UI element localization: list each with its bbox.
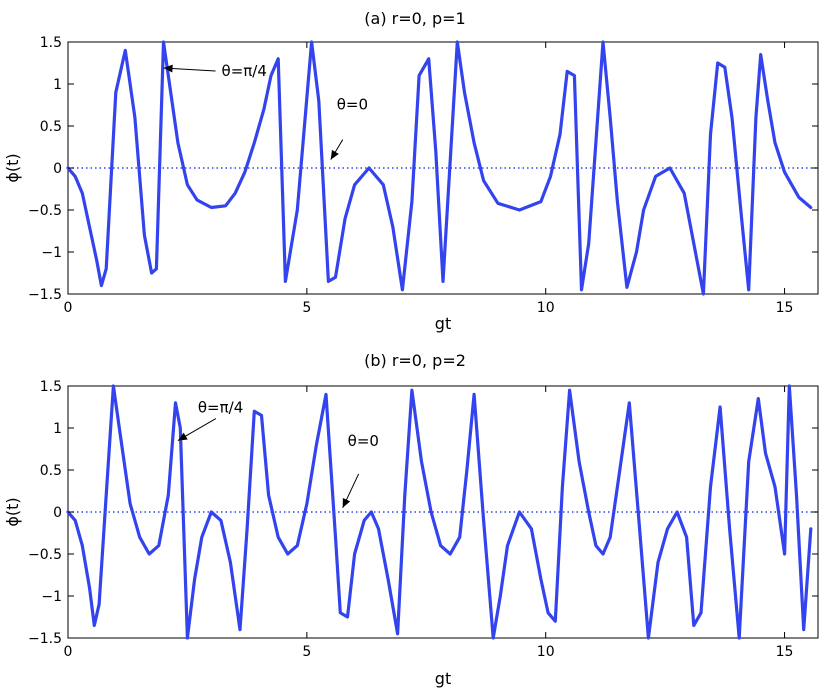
panel-b-annotation-arrowhead	[177, 432, 188, 441]
panel-a-ytick-label: −1	[41, 245, 62, 261]
panel-a-annotation-label: θ=π/4	[222, 62, 267, 80]
panel-a-annotation-arrowhead	[330, 149, 339, 160]
panel-b-ytick-label: 0.5	[40, 463, 62, 479]
panel-a-annotation-arrowhead	[163, 64, 173, 73]
panel-a-annotation-label: θ=0	[337, 96, 368, 114]
panel-b-xticks: 0 5 10 15	[64, 386, 794, 660]
panel-b-ylabel: ϕ(t)	[3, 497, 22, 526]
panel-a-ylabel: ϕ(t)	[3, 153, 22, 182]
panel-b-xtick-label: 15	[776, 644, 794, 660]
panel-b-ytick-label: 1	[53, 421, 62, 437]
panel-a-theta-pi4-series-line	[66, 40, 813, 296]
panel-b-ytick-label: 1.5	[40, 379, 62, 395]
panel-b-annotation-label: θ=0	[348, 432, 379, 450]
panel-b-ytick-label: −0.5	[28, 547, 62, 563]
panel-a: (a) r=0, p=1 0 5 10 15 −1.5 −1 −0.5 0 0.5 1 1.5 g…	[3, 9, 819, 333]
panel-b-series-layer	[66, 384, 818, 640]
panel-b: (b) r=0, p=2 0 5 10 15 −1.5 −1 −0.5 0 0.5 1 1.5 g…	[3, 351, 819, 688]
panel-a-annotations: θ=π/4 θ=0	[163, 62, 368, 160]
panel-b-xtick-label: 5	[302, 644, 311, 660]
panel-b-yticks: −1.5 −1 −0.5 0 0.5 1 1.5	[28, 379, 818, 647]
panel-b-annotations: θ=π/4 θ=0	[177, 399, 379, 509]
panel-a-title: (a) r=0, p=1	[364, 9, 465, 28]
panel-b-ytick-label: 0	[53, 505, 62, 521]
panel-a-xtick-label: 15	[776, 300, 794, 316]
panel-a-ytick-label: −0.5	[28, 203, 62, 219]
panel-a-xtick-label: 0	[64, 300, 73, 316]
panel-b-xtick-label: 10	[537, 644, 555, 660]
panel-a-ytick-label: 1	[53, 77, 62, 93]
panel-b-ytick-label: −1.5	[28, 631, 62, 647]
panel-b-annotation-arrowhead	[342, 497, 351, 508]
panel-a-ytick-label: −1.5	[28, 287, 62, 303]
panel-b-ytick-label: −1	[41, 589, 62, 605]
panel-a-xlabel: gt	[435, 314, 451, 333]
panel-a-xtick-label: 10	[537, 300, 555, 316]
panel-b-annotation-label: θ=π/4	[198, 399, 243, 417]
panel-a-xtick-label: 5	[302, 300, 311, 316]
panel-b-title: (b) r=0, p=2	[364, 351, 466, 370]
panel-a-ytick-label: 0	[53, 161, 62, 177]
panel-a-xticks: 0 5 10 15	[64, 42, 794, 316]
panel-b-xtick-label: 0	[64, 644, 73, 660]
panel-a-yticks: −1.5 −1 −0.5 0 0.5 1 1.5	[28, 35, 818, 303]
panel-b-theta-pi4-series-line	[66, 384, 813, 640]
panel-a-ytick-label: 0.5	[40, 119, 62, 135]
panel-b-xlabel: gt	[435, 669, 451, 688]
panel-a-ytick-label: 1.5	[40, 35, 62, 51]
panel-a-series-layer	[66, 40, 818, 296]
